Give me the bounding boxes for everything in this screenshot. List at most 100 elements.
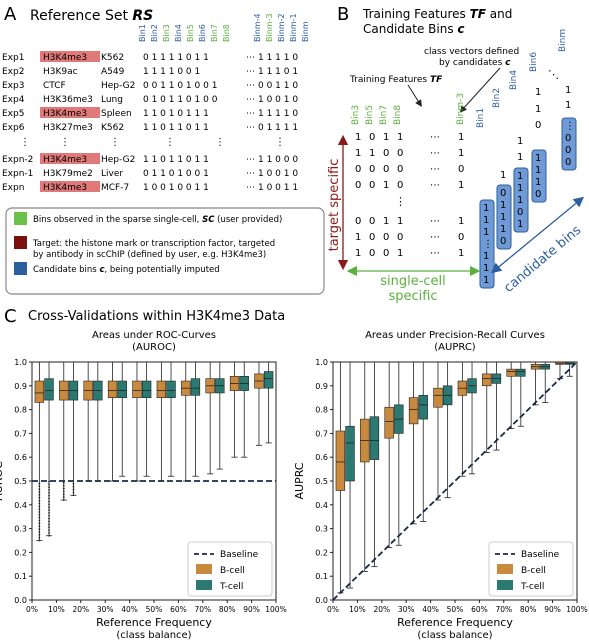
- x-tick-label: 30%: [398, 605, 415, 614]
- outlier-point: [48, 523, 50, 526]
- matrix-value: 1: [383, 132, 389, 143]
- row-dots: ⋮: [20, 137, 30, 148]
- outlier-point: [38, 499, 41, 502]
- bin-header: Binm-4: [253, 13, 262, 42]
- legend-baseline-label: Baseline: [220, 550, 259, 560]
- candidate-value: 0: [535, 120, 541, 131]
- experiment-id: Exp5: [2, 109, 24, 119]
- outlier-point: [38, 485, 41, 488]
- matrix-value: 1: [383, 180, 389, 191]
- panel-b-title-line2: Candidate Bins c: [363, 22, 465, 36]
- y-tick-label: 0.5: [315, 477, 328, 486]
- matrix-value: 1: [383, 216, 389, 227]
- box: [132, 380, 142, 399]
- matrix-value: 1: [458, 148, 464, 159]
- outlier-point: [62, 496, 65, 499]
- matrix-value: 0: [383, 232, 389, 243]
- cell-type: MCF-7: [101, 183, 129, 193]
- candidate-value: 1: [517, 219, 523, 230]
- box: [34, 380, 45, 403]
- bin-values: 1 1 0 1 0 1 1 1: [143, 109, 209, 119]
- mark-name: H3K4me3: [43, 53, 87, 63]
- bin-values-tail: 1 0 0 1 0: [258, 95, 298, 105]
- legend-swatch: [14, 262, 27, 275]
- x-tick-label: 30%: [97, 605, 114, 614]
- matrix-value: 1: [355, 248, 361, 259]
- y-tick-label: 0.9: [14, 382, 27, 391]
- candidate-value: 1: [483, 251, 489, 262]
- outlier-point: [38, 511, 41, 513]
- matrix-value: 0: [397, 180, 403, 191]
- outlier-point: [48, 534, 50, 537]
- matrix-value: 0: [383, 164, 389, 175]
- cell-type: A549: [101, 67, 125, 77]
- cell-type: Hep-G2: [101, 155, 135, 165]
- box: [190, 378, 201, 396]
- y-tick-label: 0.3: [315, 525, 328, 534]
- x-tick-label: 90%: [243, 605, 260, 614]
- y-tick-label: 1.0: [14, 358, 27, 367]
- box: [506, 368, 516, 377]
- experiment-id: Expn-1: [2, 169, 33, 179]
- box: [166, 380, 176, 399]
- x-tick-label: 0%: [26, 605, 38, 614]
- bin-values: 0 0 1 1 0 1 0 0 1: [143, 81, 217, 91]
- candidate-value: 1: [483, 203, 489, 214]
- matrix-value: 0: [383, 148, 389, 159]
- matrix-value: 0: [383, 248, 389, 259]
- x-axis-label-2: (class balance): [417, 630, 492, 640]
- candidate-value: 0: [517, 207, 523, 218]
- candidate-bins-arrow: [490, 196, 585, 274]
- outlier-point: [38, 522, 41, 525]
- box: [516, 368, 526, 377]
- outlier-point: [38, 516, 41, 519]
- panel-a-letter: A: [4, 4, 17, 25]
- legend-swatch: [14, 236, 27, 249]
- candidate-value: 1: [517, 136, 523, 147]
- matrix-value: 0: [458, 164, 464, 175]
- diagonal-dots: ⋱: [548, 68, 559, 81]
- candidate-value: 1: [483, 227, 489, 238]
- y-tick-label: 0.8: [14, 406, 27, 415]
- row-dots: ⋮: [110, 137, 120, 148]
- row-dots: ⋮: [60, 137, 70, 148]
- box: [384, 406, 394, 439]
- class-vector-annotation-1: class vectors defined: [424, 47, 519, 57]
- box: [345, 425, 355, 482]
- cell-type: Hep-G2: [101, 81, 135, 91]
- x-tick-label: 60%: [170, 605, 187, 614]
- bin-values: 0 1 0 1 1 0 1 0 0: [143, 95, 218, 105]
- y-tick-label: 0.7: [315, 429, 328, 438]
- chart-subtitle: (AUPRC): [434, 342, 476, 353]
- x-tick-label: 90%: [544, 605, 561, 614]
- legend-text: by antibody in scChIP (defined by user, …: [33, 250, 266, 260]
- panel-c: C Cross-Validations within H3K4me3 Data …: [0, 306, 588, 640]
- outlier-point: [62, 499, 65, 501]
- y-tick-label: 0.5: [14, 477, 27, 486]
- experiment-id: Expn-2: [2, 155, 33, 165]
- outlier-point: [62, 487, 65, 490]
- matrix-value: ⋯: [430, 232, 440, 243]
- candidate-value: 1: [517, 171, 523, 182]
- panel-a-title: Reference Set RS: [30, 8, 153, 24]
- box: [107, 380, 118, 399]
- outlier-point: [38, 539, 41, 542]
- legend-bcell-swatch: [497, 564, 513, 574]
- candidate-value: 1: [500, 170, 506, 181]
- legend-text: Target: the histone mark or transcriptio…: [32, 239, 275, 249]
- legend-tcell-swatch: [196, 580, 212, 590]
- bin-header: Bin5: [186, 24, 195, 42]
- outlier-point: [38, 502, 41, 505]
- target-highlight: [40, 107, 100, 118]
- tf-label: Training Features TF: [349, 75, 443, 85]
- bin-header: Bin3: [162, 24, 171, 42]
- outlier-point: [48, 480, 50, 483]
- bin-header: Bin2: [150, 24, 159, 42]
- blue-bin-header: Bin4: [509, 70, 519, 90]
- green-bin-header: Binm-3: [456, 93, 466, 125]
- chart-title: Areas under ROC-Curves: [92, 330, 216, 341]
- y-tick-label: 0.1: [14, 572, 27, 581]
- outlier-point: [38, 531, 41, 533]
- matrix-value: 0: [369, 180, 375, 191]
- y-tick-label: 0.0: [14, 596, 27, 605]
